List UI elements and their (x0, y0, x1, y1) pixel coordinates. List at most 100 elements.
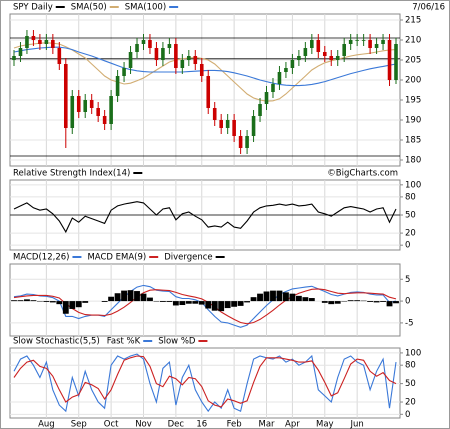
candle-body (264, 92, 269, 104)
candle-body (329, 56, 334, 60)
legend-label: Slow %D (158, 337, 196, 347)
legend-label: Fast %K (107, 337, 141, 347)
date-label: 7/06/16 (412, 3, 445, 13)
divergence-bar (166, 301, 173, 302)
divergence-bar (334, 301, 341, 304)
series-line (13, 284, 397, 328)
divergence-bar (192, 301, 199, 304)
y-tick-label: 80 (405, 192, 416, 202)
candle-body (70, 96, 75, 128)
divergence-bar (43, 301, 50, 302)
x-tick-label: Aug (38, 420, 55, 429)
candle-body (368, 40, 372, 48)
divergence-bar (237, 301, 244, 306)
candle-body (18, 48, 23, 56)
series-line (13, 355, 397, 408)
divergence-bar (159, 301, 166, 302)
candle-body (381, 40, 385, 44)
candle-body (180, 60, 185, 68)
x-tick-label: Oct (104, 420, 119, 429)
divergence-bar (211, 301, 218, 311)
x-tick-label: Sep (71, 420, 87, 429)
legend-label: MACD EMA(9) (87, 253, 146, 263)
candle-body (303, 48, 308, 56)
divergence-bar (114, 293, 121, 302)
candle-body (12, 56, 16, 60)
candle-body (212, 108, 217, 120)
y-tick-label: 190 (405, 116, 421, 126)
candle-body (109, 96, 113, 124)
y-tick-label: 0 (405, 241, 410, 251)
legend-label: MACD(12,26) (13, 253, 69, 263)
candle-body (394, 44, 398, 80)
y-tick-label: 80 (405, 361, 416, 371)
divergence-bar (56, 301, 63, 305)
series-line (13, 353, 397, 413)
divergence-bar (121, 290, 127, 302)
x-tick-label: 16 (196, 420, 207, 429)
candle-body (57, 48, 62, 64)
candle-body (44, 40, 49, 44)
divergence-bar (347, 300, 354, 302)
divergence-bar (205, 301, 212, 309)
candle-body (96, 108, 100, 116)
candle-body (335, 56, 340, 60)
candle-body (89, 100, 94, 108)
candle-body (38, 40, 42, 44)
divergence-bar (172, 301, 179, 306)
divergence-bar (263, 291, 270, 302)
y-tick-label: 205 (405, 56, 421, 66)
candle-body (219, 120, 223, 128)
candle-body (128, 52, 133, 68)
y-tick-label: 20 (405, 229, 416, 239)
candle-body (187, 56, 191, 60)
candle-body (258, 104, 262, 116)
divergence-bar (244, 301, 251, 303)
divergence-bar (62, 301, 69, 314)
legend-label: SMA(100) (125, 3, 166, 13)
divergence-bar (17, 300, 24, 302)
candle-body (355, 40, 359, 41)
divergence-bar (283, 292, 289, 302)
legend-label: SMA(50) (71, 3, 107, 13)
y-tick-label: 195 (405, 96, 421, 106)
divergence-bar (328, 301, 335, 305)
divergence-bar (134, 291, 140, 302)
divergence-bar (101, 301, 108, 302)
candle-body (199, 64, 204, 76)
x-tick-label: Feb (227, 420, 242, 429)
candle-body (141, 40, 146, 44)
divergence-bar (69, 301, 76, 309)
candle-body (251, 116, 256, 136)
series-line (13, 42, 397, 102)
divergence-bar (380, 301, 386, 302)
legend-label: Slow Stochastic(5,5) (13, 337, 100, 347)
candle-body (348, 40, 353, 44)
divergence-bar (24, 299, 30, 302)
candle-body (284, 68, 288, 72)
series-line (13, 201, 397, 234)
y-tick-label: -5 (405, 318, 413, 328)
divergence-bar (49, 301, 56, 303)
candle-body (193, 56, 198, 64)
divergence-bar (231, 301, 238, 307)
y-tick-label: 185 (405, 136, 421, 146)
candle-body (374, 44, 379, 48)
candle-body (310, 40, 314, 48)
x-tick-label: May (316, 420, 334, 429)
x-tick-label: Nov (135, 420, 152, 429)
divergence-bar (276, 290, 283, 302)
y-tick-label: 210 (405, 36, 421, 46)
divergence-bar (308, 298, 315, 302)
candle-body (387, 40, 392, 80)
divergence-bar (127, 290, 134, 302)
panel-frame (9, 263, 401, 337)
divergence-bar (367, 301, 374, 302)
candle-body (174, 44, 178, 68)
divergence-bar (393, 301, 399, 304)
candle-body (122, 68, 126, 76)
divergence-bar (295, 295, 302, 302)
x-tick-label: Jun (350, 420, 364, 429)
candle-body (245, 136, 249, 148)
